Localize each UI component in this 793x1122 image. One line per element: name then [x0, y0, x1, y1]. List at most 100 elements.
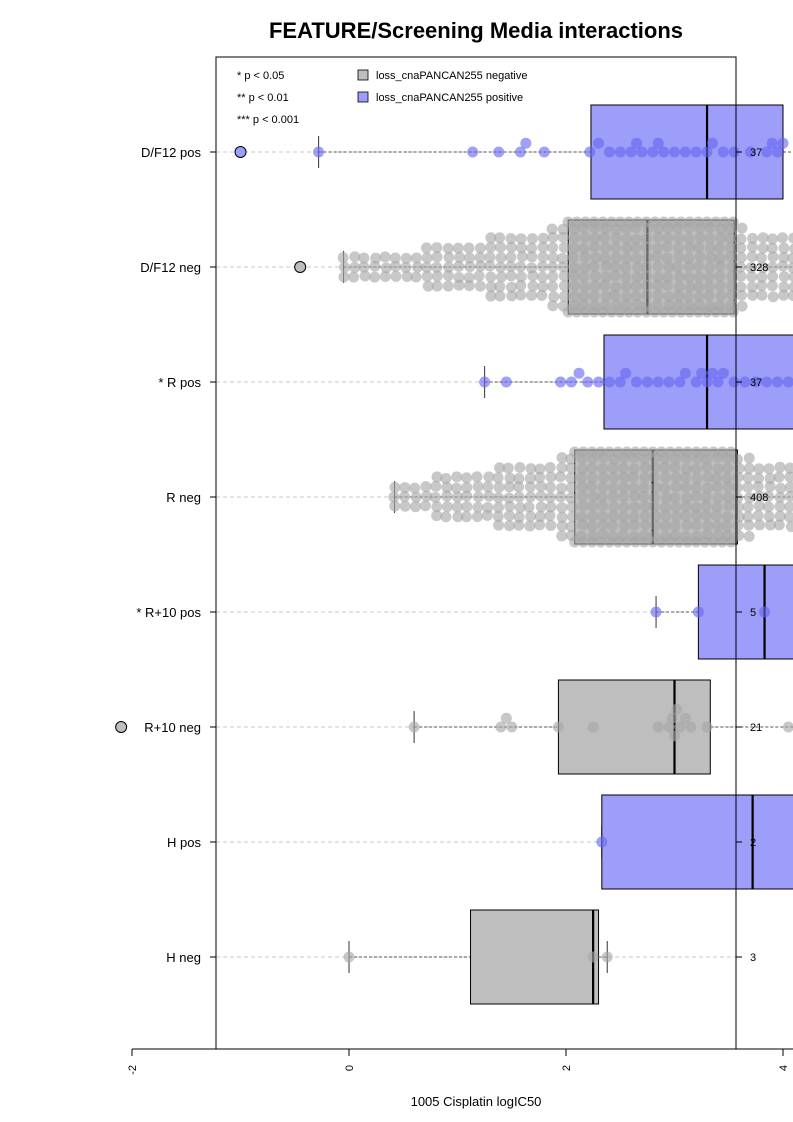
data-point	[660, 471, 672, 483]
data-point	[609, 270, 621, 282]
data-point	[443, 251, 455, 263]
significance-key: * p < 0.05 ** p < 0.01 *** p < 0.001	[237, 70, 299, 126]
data-point	[614, 306, 626, 318]
data-point	[596, 836, 608, 848]
data-point	[774, 491, 786, 503]
data-point	[607, 510, 619, 522]
data-point	[453, 279, 465, 291]
data-point	[614, 216, 626, 228]
data-point	[618, 520, 630, 532]
data-point	[766, 280, 778, 292]
legend: loss_cnaPANCAN255 negative loss_cnaPANCA…	[357, 69, 527, 104]
data-point	[515, 261, 527, 273]
x-tick-label: 0	[344, 1065, 356, 1071]
data-point	[537, 271, 549, 283]
data-point	[636, 146, 648, 158]
data-point	[675, 216, 687, 228]
data-point	[784, 481, 793, 493]
data-point	[431, 471, 443, 483]
data-point	[503, 492, 515, 504]
data-point	[662, 271, 674, 283]
data-point	[784, 471, 793, 483]
data-point	[588, 306, 600, 318]
data-point	[725, 289, 737, 301]
data-point	[694, 231, 706, 243]
data-point	[778, 242, 790, 254]
data-point	[743, 452, 755, 464]
data-point	[586, 481, 598, 493]
data-point	[514, 501, 526, 513]
data-point	[599, 242, 611, 254]
data-point	[731, 482, 743, 494]
data-point	[493, 492, 505, 504]
data-point	[725, 446, 737, 458]
data-point	[618, 511, 630, 523]
data-point	[673, 536, 685, 548]
data-point	[588, 216, 600, 228]
data-point	[691, 473, 703, 485]
data-point	[578, 242, 590, 254]
data-point	[515, 233, 527, 245]
legend-swatch-negative	[357, 69, 369, 81]
data-point	[638, 482, 650, 494]
data-point	[759, 606, 771, 618]
data-point	[544, 481, 556, 493]
data-point	[534, 463, 546, 475]
data-point	[651, 242, 663, 254]
data-point	[481, 509, 493, 521]
data-point	[495, 271, 507, 283]
data-point	[756, 271, 768, 283]
data-point	[640, 216, 652, 228]
data-point	[690, 502, 702, 514]
data-point	[693, 241, 705, 253]
data-point	[767, 291, 779, 303]
data-point	[440, 511, 452, 523]
data-point	[711, 481, 723, 493]
data-point	[505, 232, 517, 244]
data-point	[527, 270, 539, 282]
data-point	[746, 281, 758, 293]
data-point	[684, 216, 696, 228]
data-point	[443, 261, 455, 273]
data-point	[495, 261, 507, 273]
data-point	[706, 137, 718, 149]
data-point	[617, 462, 629, 474]
data-point	[493, 146, 505, 158]
data-point	[747, 241, 759, 253]
data-point	[593, 137, 605, 149]
data-point	[728, 376, 740, 388]
data-point	[556, 482, 568, 494]
data-point	[712, 376, 724, 388]
data-point	[586, 472, 598, 484]
data-point	[663, 721, 675, 733]
data-point	[652, 231, 664, 243]
data-point	[761, 146, 773, 158]
data-point	[506, 290, 518, 302]
data-point	[753, 472, 765, 484]
box	[697, 564, 793, 660]
x-axis-label: 1005 Cisplatin logIC50	[411, 1094, 542, 1109]
data-point	[452, 491, 464, 503]
data-point	[500, 376, 512, 388]
data-point	[671, 511, 683, 523]
data-point	[565, 462, 577, 474]
data-point	[513, 519, 525, 531]
data-point	[556, 502, 568, 514]
data-point	[671, 703, 683, 715]
data-point	[774, 500, 786, 512]
data-point	[661, 252, 673, 264]
group-count: 408	[750, 492, 768, 504]
data-point	[495, 252, 507, 264]
data-point	[733, 501, 745, 513]
data-point	[399, 500, 411, 512]
data-point	[681, 519, 693, 531]
data-point	[659, 520, 671, 532]
data-point	[742, 511, 754, 523]
data-point	[544, 492, 556, 504]
sig-key-1: * p < 0.05	[237, 70, 284, 82]
data-point	[495, 721, 507, 733]
data-point	[593, 376, 605, 388]
data-point	[483, 471, 495, 483]
data-point	[471, 471, 483, 483]
data-point	[766, 242, 778, 254]
